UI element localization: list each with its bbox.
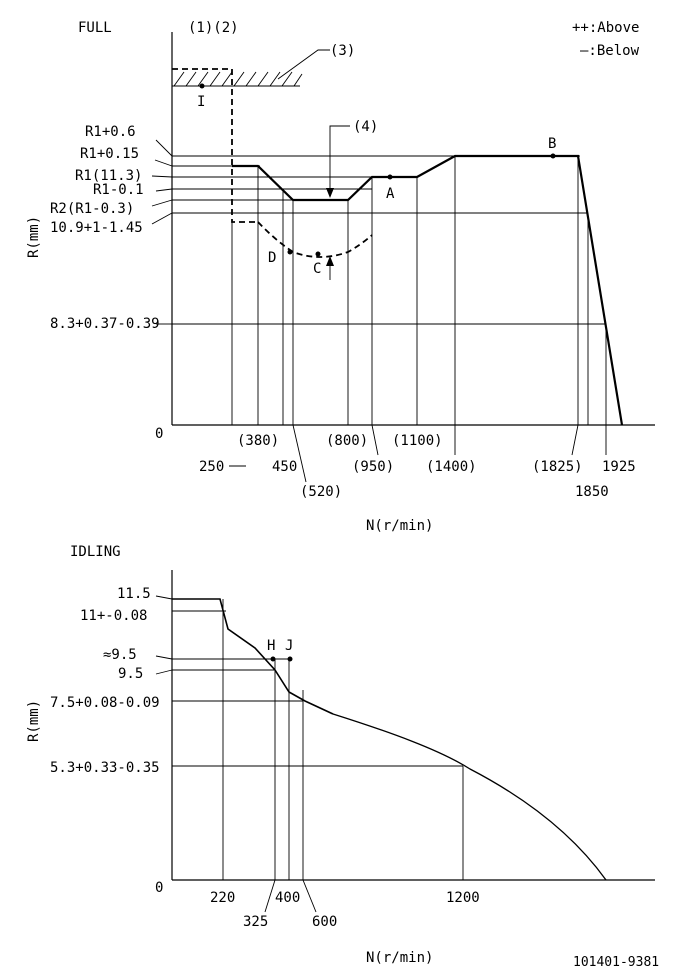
full-y-label-5: R2(R1-0.3) (50, 201, 134, 217)
idling-y-label-5: 7.5+0.08-0.09 (50, 695, 160, 711)
y-leader-4 (155, 188, 173, 192)
idling-y-label-2: 11+-0.08 (80, 608, 147, 624)
full-load-curve (232, 154, 624, 426)
iy-leader-3 (155, 655, 173, 660)
document-number: 101401-9381 (573, 955, 659, 970)
idling-x-label-400: 400 (275, 890, 300, 906)
full-x-axis-title: N(r/min) (366, 518, 433, 534)
point-h-label: H (267, 638, 275, 654)
full-x-label-1850: 1850 (575, 484, 609, 500)
point-a-marker (387, 174, 393, 180)
y-leader-6 (151, 212, 173, 225)
idling-x-axis-title: N(r/min) (366, 950, 433, 966)
full-x-label-800: (800) (326, 433, 368, 449)
full-y-axis-title: R(mm) (26, 216, 42, 258)
full-x-label-380: (380) (237, 433, 279, 449)
full-chart: FULL (1)(2) ++:Above —:Below 0 (3) I (26, 20, 655, 534)
full-lower-dashed-curve (257, 221, 373, 258)
idling-chart: IDLING 0 11.5 11+-0.08 ≈9.5 9.5 7.5+0.08… (26, 544, 655, 966)
y-leader-3 (151, 175, 173, 178)
full-y-label-4: R1-0.1 (93, 182, 144, 198)
legend-above: ++:Above (572, 20, 639, 36)
point-h-marker (270, 656, 276, 662)
callout-4: (4) (353, 119, 378, 135)
stop-hatch (172, 71, 303, 87)
idling-origin-label: 0 (155, 880, 163, 896)
idling-x-label-1200: 1200 (446, 890, 480, 906)
full-y-label-7: 8.3+0.37-0.39 (50, 316, 160, 332)
y-leader-5 (151, 199, 173, 207)
full-x-label-1400: (1400) (426, 459, 477, 475)
idling-y-label-1: 11.5 (117, 586, 151, 602)
legend-below: —:Below (580, 43, 640, 59)
point-j-label: J (285, 638, 293, 654)
x-leader-325 (264, 879, 276, 913)
full-title: FULL (78, 20, 112, 36)
idling-title: IDLING (70, 544, 121, 560)
full-origin-label: 0 (155, 426, 163, 442)
idling-curve-upper (172, 598, 334, 715)
dashed-limit-line (172, 68, 258, 223)
callout-3: (3) (330, 43, 355, 59)
x-leader-950 (371, 424, 379, 456)
idling-y-label-4: 9.5 (118, 666, 143, 682)
full-x-label-250: 250 (199, 459, 224, 475)
full-x-label-450: 450 (272, 459, 297, 475)
idling-x-label-600: 600 (312, 914, 337, 930)
point-b-marker (550, 153, 556, 159)
full-x-label-1825: (1825) (532, 459, 583, 475)
point-c-marker (315, 251, 321, 257)
callout-3-leader (277, 49, 330, 80)
point-d-label: D (268, 250, 276, 266)
idling-y-label-6: 5.3+0.33-0.35 (50, 760, 160, 776)
point-d-marker (287, 249, 293, 255)
x-leader-600 (302, 879, 317, 913)
point-i-marker (199, 83, 205, 89)
full-x-label-950: (950) (352, 459, 394, 475)
callout-4-arrow-up (326, 256, 334, 266)
full-x-label-520: (520) (300, 484, 342, 500)
x-leader-520 (292, 424, 307, 483)
full-y-label-2: R1+0.15 (80, 146, 139, 162)
idling-curve-lower (332, 713, 607, 881)
point-i-label: I (197, 94, 205, 110)
full-y-label-1: R1+0.6 (85, 124, 136, 140)
point-j-marker (287, 656, 293, 662)
y-leader-1 (155, 139, 173, 157)
callout-1-2: (1)(2) (188, 20, 239, 36)
idling-y-axis-title: R(mm) (26, 700, 42, 742)
full-x-label-1100: (1100) (392, 433, 443, 449)
callout-4-arrow-down (326, 188, 334, 198)
idling-x-label-220: 220 (210, 890, 235, 906)
iy-leader-4 (155, 669, 173, 675)
callout-4-leader (329, 125, 350, 190)
idling-y-label-3: ≈9.5 (103, 647, 137, 663)
full-y-label-3: R1(11.3) (75, 168, 142, 184)
point-c-label: C (313, 261, 321, 277)
point-b-label: B (548, 136, 556, 152)
full-y-label-6: 10.9+1-1.45 (50, 220, 143, 236)
y-leader-2 (154, 159, 173, 167)
idling-x-label-325: 325 (243, 914, 268, 930)
point-a-label: A (386, 186, 395, 202)
x-leader-1825 (571, 424, 579, 456)
full-x-label-1925: 1925 (602, 459, 636, 475)
iy-leader-1 (155, 595, 173, 600)
